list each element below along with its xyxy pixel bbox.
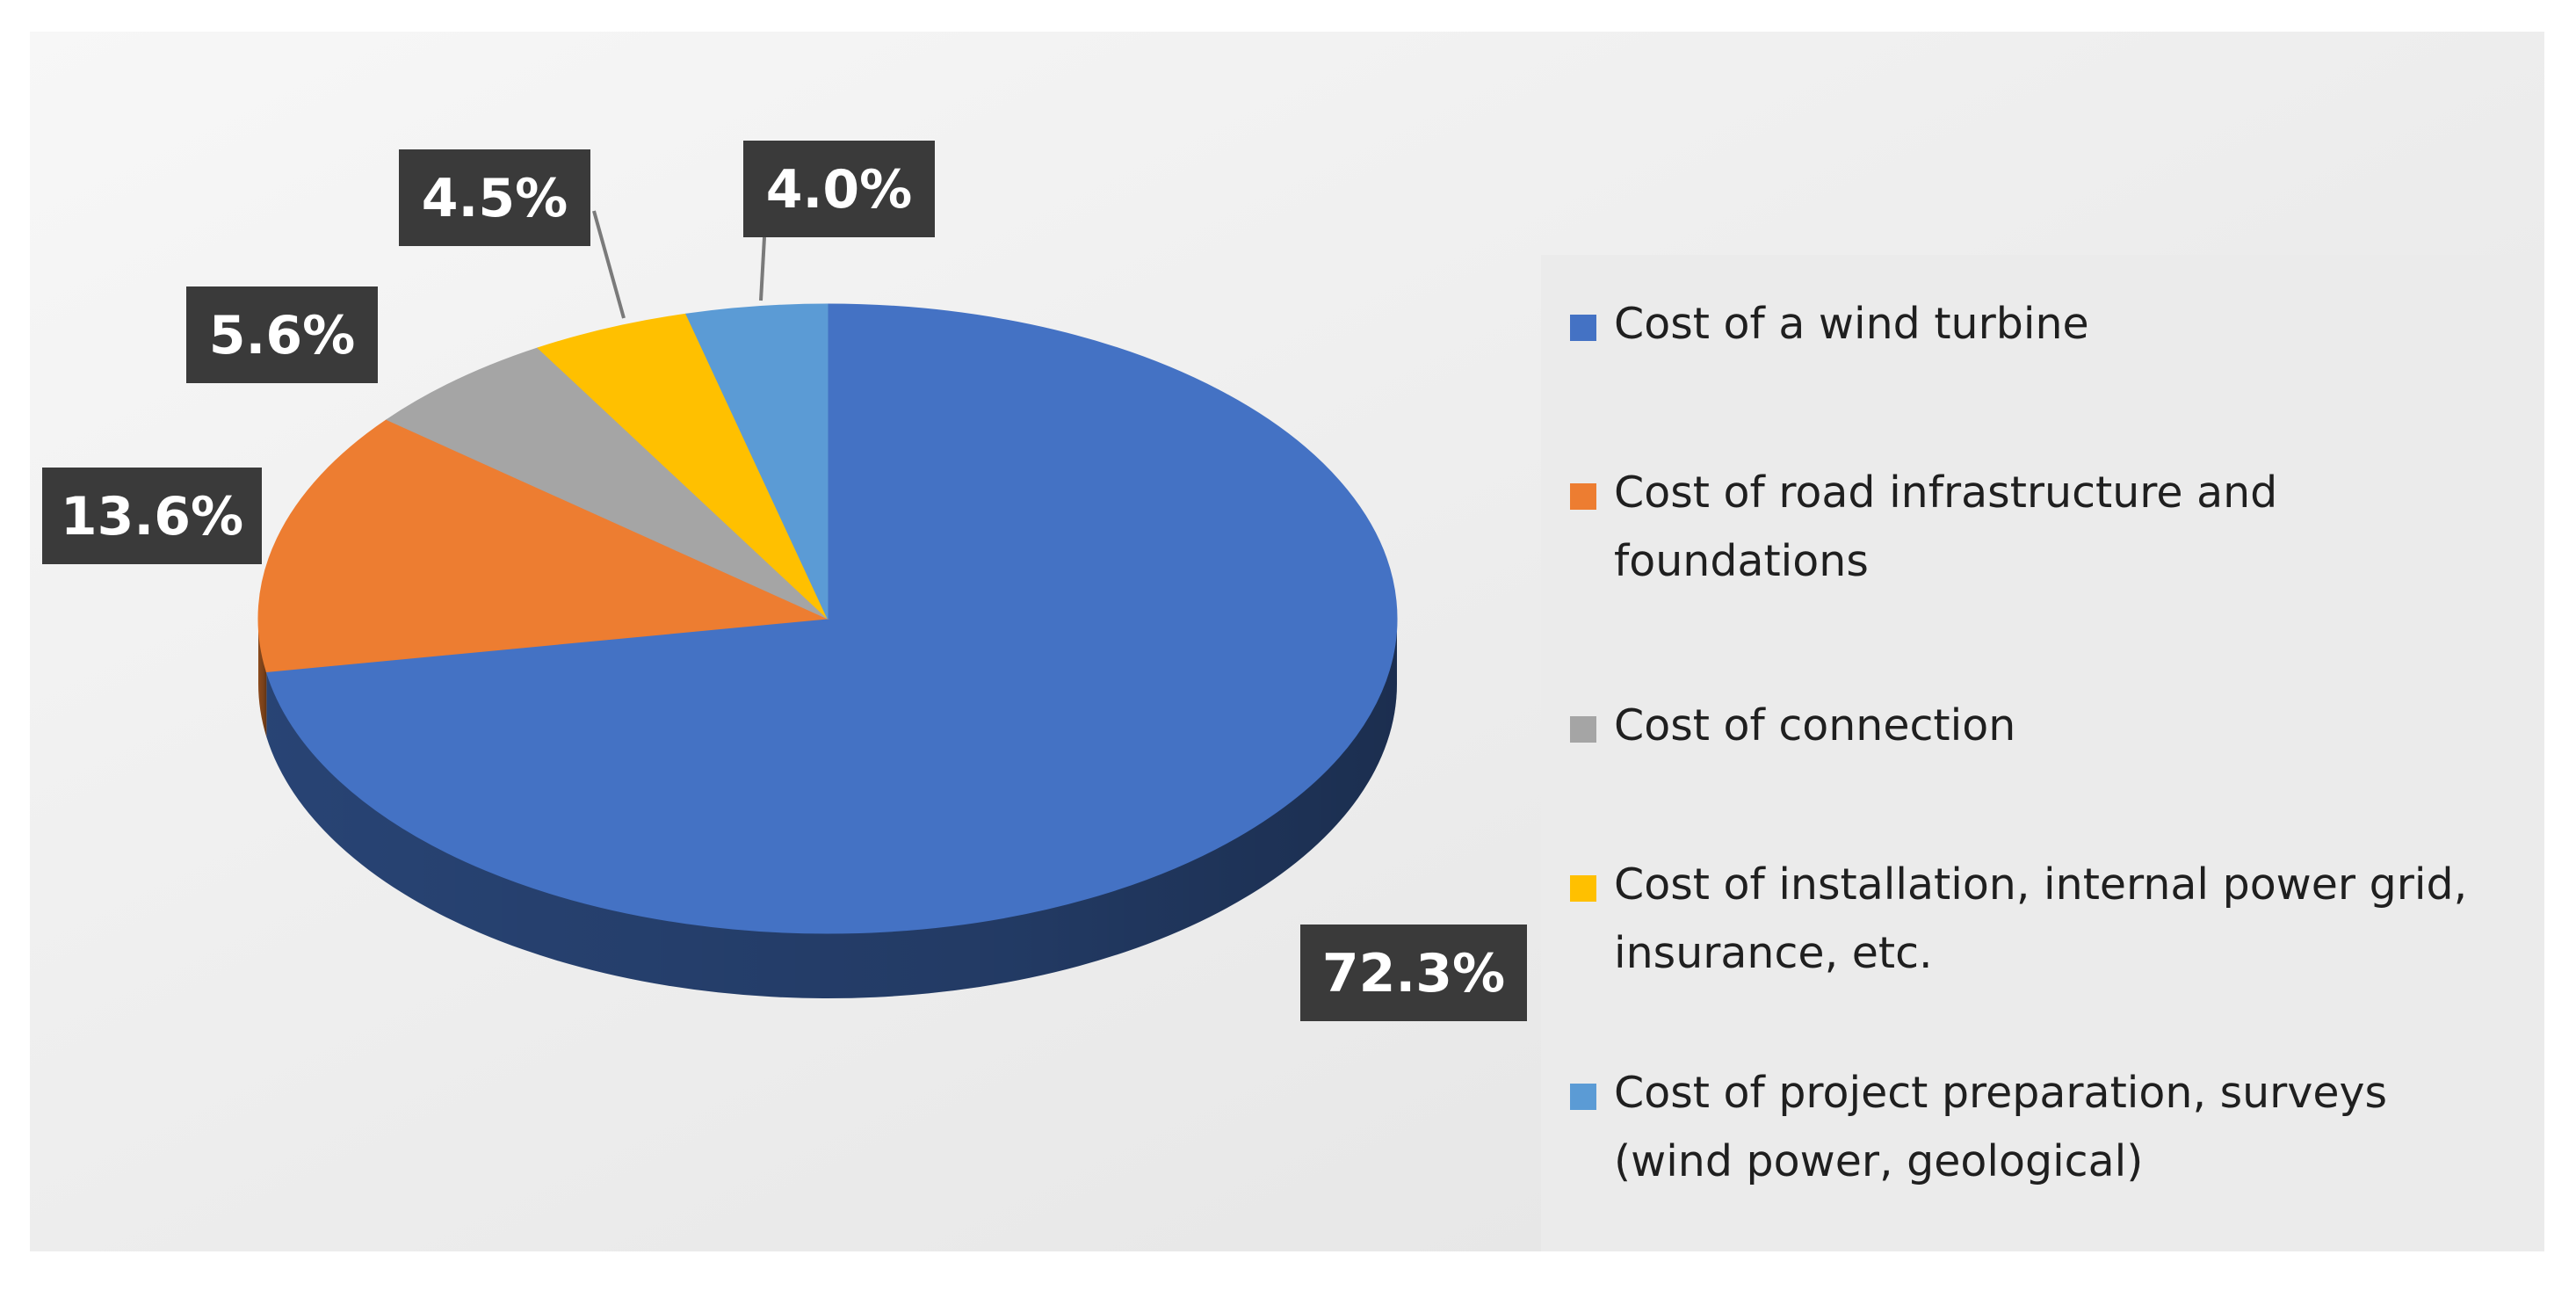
pie-side-shade-0 bbox=[266, 619, 1398, 998]
value-label-text-4: 4.0% bbox=[766, 159, 912, 221]
value-label-text-2: 5.6% bbox=[209, 305, 355, 366]
value-label-2: 5.6% bbox=[186, 286, 378, 383]
pie-slice-4 bbox=[685, 303, 829, 620]
value-label-box-0 bbox=[1300, 925, 1527, 1021]
value-label-text-1: 13.6% bbox=[61, 486, 243, 547]
legend-label-2: Cost of connection bbox=[1614, 700, 2016, 751]
value-label-text-3: 4.5% bbox=[422, 168, 568, 229]
value-label-3: 4.5% bbox=[399, 149, 590, 246]
pie-slice-group bbox=[257, 303, 1398, 934]
pie-slice-2 bbox=[386, 347, 829, 620]
pie-slice-0 bbox=[265, 303, 1398, 934]
value-label-text-0: 72.3% bbox=[1322, 943, 1505, 1004]
leader-line-4 bbox=[759, 236, 766, 301]
legend-swatch-2 bbox=[1570, 716, 1596, 743]
value-label-box-1 bbox=[42, 468, 262, 564]
legend-label-3: Cost of installation, internal power gri… bbox=[1614, 859, 2468, 978]
value-label-0: 72.3% bbox=[1300, 925, 1527, 1021]
legend-swatch-1 bbox=[1570, 483, 1596, 510]
legend-swatch-3 bbox=[1570, 875, 1596, 902]
value-label-box-4 bbox=[743, 141, 935, 237]
value-label-4: 4.0% bbox=[743, 141, 935, 237]
value-label-box-3 bbox=[399, 149, 590, 246]
legend-item-4: Cost of project preparation, surveys (wi… bbox=[1570, 1059, 2501, 1196]
legend-label-4: Cost of project preparation, surveys (wi… bbox=[1614, 1068, 2387, 1186]
leader-line-3 bbox=[592, 210, 626, 319]
value-label-1: 13.6% bbox=[42, 468, 262, 564]
legend-swatch-4 bbox=[1570, 1084, 1596, 1110]
pie-slice-3 bbox=[537, 313, 829, 620]
legend-item-0: Cost of a wind turbine bbox=[1570, 290, 2501, 359]
legend-swatch-0 bbox=[1570, 315, 1596, 341]
legend-item-2: Cost of connection bbox=[1570, 692, 2501, 760]
value-label-group: 72.3% 13.6% 5.6% 4.5% 4.0% bbox=[42, 141, 1527, 1021]
legend-item-1: Cost of road infrastructure and foundati… bbox=[1570, 459, 2501, 596]
legend-item-3: Cost of installation, internal power gri… bbox=[1570, 851, 2501, 988]
value-label-box-2 bbox=[186, 286, 378, 383]
legend-label-1: Cost of road infrastructure and foundati… bbox=[1614, 468, 2278, 586]
legend-label-0: Cost of a wind turbine bbox=[1614, 299, 2089, 349]
pie-slice-1 bbox=[257, 418, 829, 672]
leader-line-group bbox=[592, 210, 766, 319]
